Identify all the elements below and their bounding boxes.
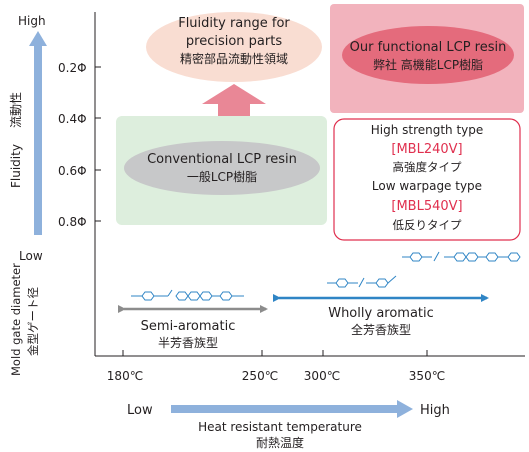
conventional-ellipse [124,141,320,195]
x-tick-label: 300℃ [304,369,340,383]
heat-axis-arrow [171,400,413,418]
y-tick-marks [95,66,101,222]
precision-fluidity-ellipse [146,12,322,82]
x-low-label: Low [127,403,153,418]
grade1-code: [MBL240V] [391,142,462,157]
y-axis-title-en: Fluidity [9,144,23,188]
target-line2: precision parts [186,34,282,49]
x-axis-title-jp: 耐熱温度 [256,435,304,450]
grade1-name: High strength type [371,123,484,137]
functional-line1: Our functional LCP resin [350,40,507,55]
grade1-jp: 高強度タイプ [393,160,462,174]
x-high-label: High [420,403,450,418]
fluidity-axis-arrow [29,31,47,235]
improvement-arrow [202,84,266,116]
y2-axis-title-en: Mold gate diameter [9,263,23,376]
y2-axis-title-jp: 金型ゲート径 [26,287,40,356]
x-tick-label: 350℃ [409,369,445,383]
functional-line2: 弊社 高機能LCP樹脂 [373,57,483,72]
molecular-chain-icon [131,251,521,301]
semi-aromatic-jp: 半芳香族型 [158,336,218,350]
y-tick-label: 0.2Φ [58,61,87,75]
x-axis-title-en: Heat resistant temperature [198,420,362,434]
y-tick-label: 0.8Φ [58,215,87,229]
conventional-line2: 一般LCP樹脂 [187,169,257,184]
y-tick-label: 0.6Φ [58,164,87,178]
y-low-label: Low [19,249,43,263]
target-line1: Fluidity range for [178,16,290,31]
semi-aromatic-label: Semi-aromatic [141,319,236,334]
y-axis-title-jp: 流動性 [9,92,23,128]
grade2-name: Low warpage type [372,179,482,193]
wholly-aromatic-jp: 全芳香族型 [351,322,411,337]
wholly-aromatic-label: Wholly aromatic [328,306,434,321]
functional-ellipse [342,26,514,84]
grade2-code: [MBL540V] [391,199,462,214]
grade2-jp: 低反りタイプ [393,218,462,232]
x-tick-label: 180℃ [107,369,143,383]
x-tick-label: 250℃ [242,369,278,383]
y-high-label: High [18,14,46,28]
target-line3: 精密部品流動性領域 [180,51,288,66]
y-tick-label: 0.4Φ [58,112,87,126]
grades-box [333,118,521,241]
conventional-line1: Conventional LCP resin [147,152,297,167]
x-tick-marks [122,350,428,356]
